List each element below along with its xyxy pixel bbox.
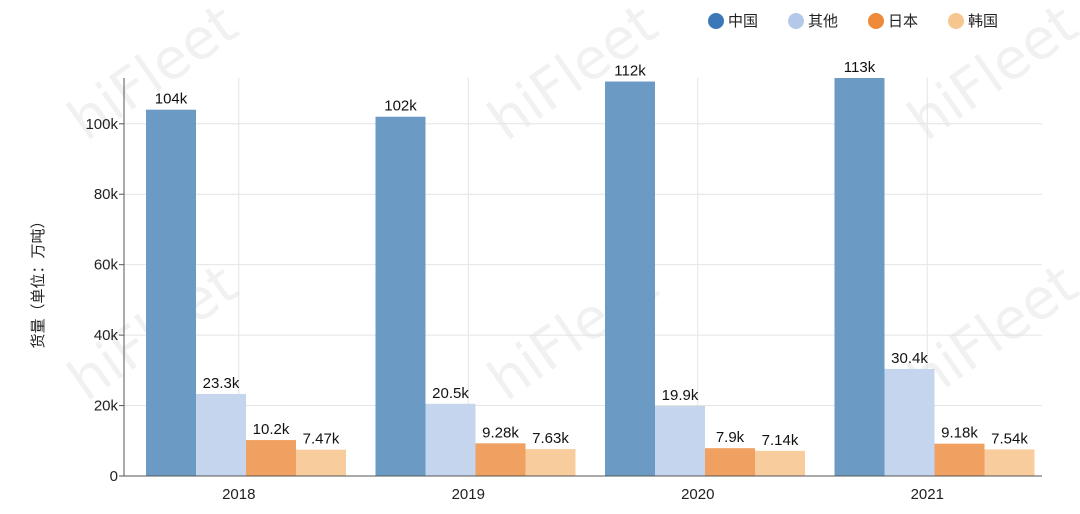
legend-marker [708,13,724,29]
data-label: 9.28k [482,424,519,441]
legend-marker [788,13,804,29]
bar-2018-2[interactable] [246,440,296,476]
data-label: 7.14k [762,432,799,449]
bar-2018-1[interactable] [196,393,246,476]
data-label: 104k [155,91,188,108]
data-label: 7.63k [532,430,569,447]
legend-label: 其他 [808,13,838,30]
legend-label: 中国 [728,13,758,30]
bar-2021-2[interactable] [934,443,985,476]
data-label: 30.4k [891,350,928,367]
grid-lines [124,78,1042,476]
bar-2021-3[interactable] [984,449,1035,476]
y-tick-label: 100k [85,116,118,133]
x-tick-label: 2020 [681,486,714,503]
y-tick-label: 60k [94,257,119,274]
data-label: 20.5k [432,385,469,402]
y-tick-label: 20k [94,398,119,415]
legend-marker [948,13,964,29]
data-label: 7.47k [303,431,340,448]
data-label: 113k [844,59,876,76]
bar-2019-3[interactable] [525,449,576,476]
data-label: 9.18k [941,425,978,442]
bar-2021-0[interactable] [834,78,885,476]
data-label: 102k [384,98,417,115]
legend-item[interactable]: 韩国 [948,13,998,30]
data-label: 23.3k [203,375,240,392]
x-tick-label: 2019 [452,486,485,503]
bar-2018-3[interactable] [296,449,346,476]
bar-2020-1[interactable] [655,405,705,476]
y-tick-label: 80k [94,186,119,203]
x-axis: 2018 2019 2020 2021 [124,475,1042,503]
legend-label: 韩国 [968,13,998,30]
legend[interactable]: 中国 其他 日本 韩国 [708,13,998,30]
bars-layer [146,78,1035,477]
legend-item[interactable]: 其他 [788,13,838,30]
bar-2021-1[interactable] [884,368,935,476]
x-tick-label: 2021 [911,486,944,503]
legend-label: 日本 [888,13,918,30]
y-tick-label: 0 [110,468,118,485]
bar-2019-0[interactable] [375,116,426,477]
y-axis-title: 货量（单位：万吨） [30,213,47,348]
y-tick-label: 40k [94,327,119,344]
bar-2020-3[interactable] [755,450,805,476]
y-axis: 0 20k 40k 60k 80k 100k [85,78,125,485]
legend-item[interactable]: 日本 [868,13,918,30]
bar-2020-2[interactable] [705,448,755,476]
legend-marker [868,13,884,29]
bar-2018-0[interactable] [146,109,196,477]
data-labels-layer: 104k 102k 112k 113k 23.3k 20.5k 19.9k 30.4k 10.2… [155,59,1029,449]
bar-2019-1[interactable] [425,403,476,476]
bar-2020-0[interactable] [605,81,655,476]
data-label: 19.9k [662,387,699,404]
data-label: 7.9k [716,429,745,446]
x-tick-label: 2018 [222,486,255,503]
data-label: 7.54k [991,430,1028,447]
legend-item[interactable]: 中国 [708,13,758,30]
bar-2019-2[interactable] [475,443,526,476]
data-label: 10.2k [253,421,290,438]
data-label: 112k [614,63,646,80]
